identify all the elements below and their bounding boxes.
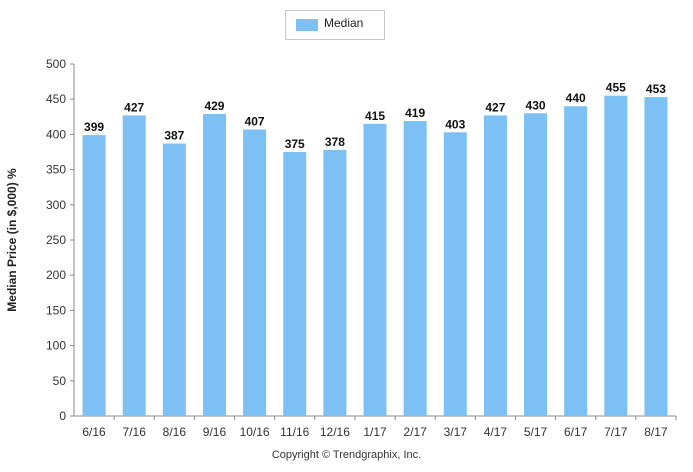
x-tick-label: 7/17 — [604, 425, 628, 439]
data-label: 419 — [405, 106, 425, 120]
x-tick-label: 7/16 — [123, 425, 147, 439]
bar — [202, 113, 226, 416]
bar — [82, 135, 106, 416]
y-tick-label: 0 — [59, 409, 66, 423]
y-tick-label: 150 — [46, 303, 66, 317]
bar — [403, 121, 427, 417]
data-label: 399 — [84, 120, 104, 134]
data-label: 378 — [325, 135, 345, 149]
x-tick-label: 4/17 — [484, 425, 508, 439]
y-tick-label: 450 — [46, 92, 66, 106]
data-label: 387 — [164, 129, 184, 143]
x-tick-label: 12/16 — [320, 425, 350, 439]
data-label: 429 — [204, 99, 224, 113]
copyright-text: Copyright © Trendgraphix, Inc. — [271, 449, 422, 461]
bar — [122, 115, 146, 416]
legend-swatch — [296, 19, 318, 31]
data-label: 415 — [365, 109, 385, 123]
x-tick-label: 11/16 — [280, 425, 309, 439]
y-tick-label: 200 — [46, 268, 66, 282]
legend-label: Median — [324, 16, 364, 30]
bar — [243, 129, 267, 417]
data-label: 430 — [526, 98, 546, 112]
bar — [564, 106, 588, 417]
y-tick-label: 500 — [46, 57, 66, 71]
legend: Median — [285, 10, 385, 40]
bar — [283, 152, 307, 416]
y-tick-label: 300 — [46, 198, 66, 212]
data-label: 440 — [566, 91, 586, 105]
data-label: 427 — [124, 100, 144, 114]
x-tick-label: 8/17 — [644, 425, 668, 439]
y-tick-label: 50 — [53, 374, 67, 388]
bar — [162, 143, 186, 416]
bar — [323, 149, 347, 416]
y-tick-label: 250 — [46, 233, 66, 247]
bar — [604, 95, 628, 417]
data-label: 455 — [606, 81, 626, 95]
x-tick-label: 6/16 — [82, 425, 106, 439]
bar — [524, 113, 548, 416]
data-label: 375 — [285, 137, 305, 151]
y-tick-label: 100 — [46, 339, 66, 353]
data-label: 403 — [445, 117, 465, 131]
x-tick-label: 3/17 — [444, 425, 468, 439]
bar — [443, 132, 467, 416]
y-tick-label: 350 — [46, 163, 66, 177]
data-label: 407 — [245, 114, 265, 128]
x-tick-label: 2/17 — [403, 425, 427, 439]
bar — [644, 97, 668, 416]
x-tick-label: 1/17 — [363, 425, 387, 439]
x-tick-label: 5/17 — [524, 425, 548, 439]
x-tick-label: 9/16 — [203, 425, 227, 439]
x-tick-label: 10/16 — [240, 425, 270, 439]
x-tick-label: 6/17 — [564, 425, 588, 439]
data-label: 427 — [485, 100, 505, 114]
y-tick-label: 400 — [46, 127, 66, 141]
bar — [363, 123, 387, 416]
data-label: 453 — [646, 82, 666, 96]
x-tick-label: 8/16 — [163, 425, 187, 439]
bar — [483, 115, 507, 416]
